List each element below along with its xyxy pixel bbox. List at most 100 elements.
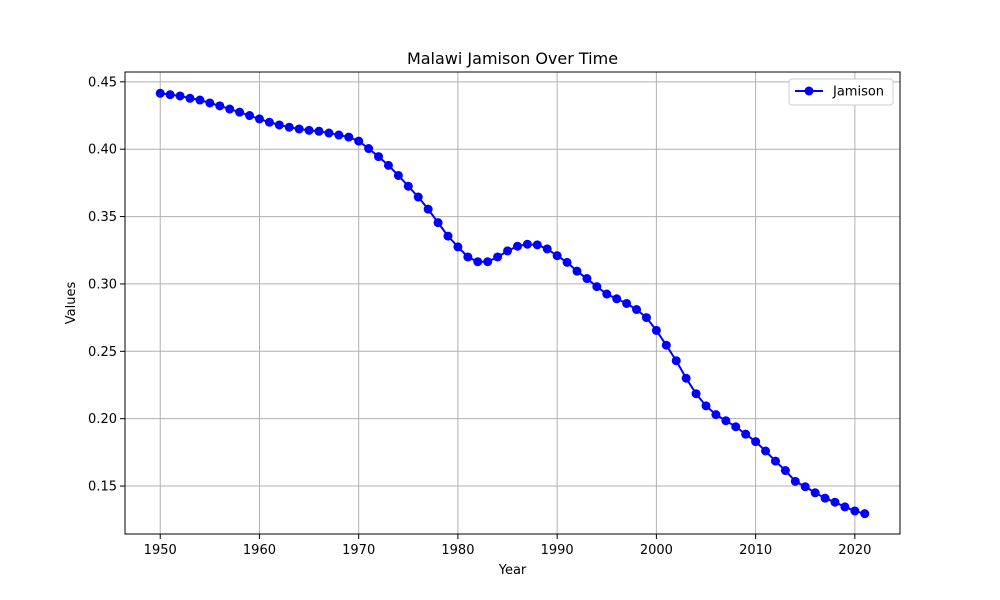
data-point-2019 [840, 502, 850, 512]
data-point-1983 [483, 257, 493, 267]
data-point-1995 [602, 289, 612, 299]
data-point-1972 [374, 152, 384, 162]
y-tick: 0.25 [88, 345, 125, 360]
data-point-1982 [473, 257, 483, 267]
chart-title: Malawi Jamison Over Time [407, 49, 618, 68]
data-point-1992 [572, 266, 582, 276]
data-point-2000 [651, 325, 661, 335]
y-tick-label: 0.35 [88, 210, 117, 225]
data-point-1964 [294, 124, 304, 134]
data-point-1981 [463, 252, 473, 262]
data-point-1955 [205, 98, 215, 108]
x-tick-label: 2020 [838, 543, 871, 558]
y-gridlines [125, 81, 900, 487]
data-point-1970 [354, 136, 364, 146]
x-tick-label: 1990 [541, 543, 574, 558]
data-point-1960 [254, 114, 264, 124]
plot-frame [124, 71, 901, 535]
x-tick: 1980 [441, 534, 474, 558]
data-point-2021 [860, 509, 870, 519]
legend-box [788, 78, 894, 106]
legend-marker-sample [804, 86, 814, 96]
data-point-1954 [195, 95, 205, 105]
data-point-2007 [721, 416, 731, 426]
y-tick-label: 0.15 [88, 480, 117, 495]
data-point-1965 [304, 125, 314, 135]
data-point-1957 [225, 104, 235, 114]
y-tick: 0.15 [88, 480, 125, 495]
data-point-1961 [264, 117, 274, 127]
data-point-1963 [284, 122, 294, 132]
data-point-1984 [493, 252, 503, 262]
data-point-1997 [622, 298, 632, 308]
data-point-2009 [741, 429, 751, 439]
legend: Jamison [788, 78, 894, 106]
data-point-1996 [612, 294, 622, 304]
x-tick-label: 2010 [739, 543, 772, 558]
data-point-1991 [562, 257, 572, 267]
data-point-1987 [522, 239, 532, 249]
data-point-1974 [393, 170, 403, 180]
y-tick: 0.20 [88, 412, 125, 427]
data-point-2001 [661, 340, 671, 350]
x-tick-label: 1950 [144, 543, 177, 558]
data-point-2011 [761, 446, 771, 456]
data-point-2020 [850, 506, 860, 516]
data-point-1978 [433, 218, 443, 228]
data-point-1959 [245, 111, 255, 121]
data-point-1968 [334, 130, 344, 140]
x-tick: 1970 [342, 534, 375, 558]
data-point-1979 [443, 231, 453, 241]
data-point-1976 [413, 192, 423, 202]
x-tick: 2020 [838, 534, 871, 558]
data-point-1953 [185, 93, 195, 103]
data-point-2006 [711, 410, 721, 420]
data-point-1958 [235, 107, 245, 117]
data-point-1988 [532, 240, 542, 250]
y-axis-label: Values [64, 282, 79, 325]
data-point-1994 [592, 282, 602, 292]
x-tick-label: 2000 [640, 543, 673, 558]
data-point-1999 [641, 313, 651, 323]
y-tick: 0.30 [88, 277, 125, 292]
data-point-1966 [314, 126, 324, 136]
x-axis-label: Year [498, 563, 527, 578]
x-tick: 1990 [541, 534, 574, 558]
x-tick-label: 1960 [243, 543, 276, 558]
data-point-2016 [810, 488, 820, 498]
data-point-1951 [165, 90, 175, 100]
y-tick: 0.35 [88, 210, 125, 225]
data-point-1952 [175, 91, 185, 101]
y-tick-label: 0.45 [88, 75, 117, 90]
data-point-1989 [542, 244, 552, 254]
x-tick: 2000 [640, 534, 673, 558]
x-tick-label: 1970 [342, 543, 375, 558]
y-tick-label: 0.20 [88, 412, 117, 427]
x-tick: 1950 [144, 534, 177, 558]
data-point-2008 [731, 422, 741, 432]
data-point-1985 [503, 246, 513, 256]
y-tick: 0.45 [88, 75, 125, 90]
data-point-1986 [512, 241, 522, 251]
data-point-1969 [344, 132, 354, 142]
y-tick-label: 0.25 [88, 345, 117, 360]
data-point-2010 [751, 437, 761, 447]
y-axis-ticks: 0.15 0.20 0.25 0.30 0.35 0.40 0.45 [88, 75, 125, 495]
data-point-2017 [820, 493, 830, 503]
y-tick-label: 0.40 [88, 143, 117, 158]
data-point-1977 [423, 204, 433, 214]
data-point-1993 [582, 274, 592, 284]
y-tick-label: 0.30 [88, 277, 117, 292]
data-point-1956 [215, 101, 225, 111]
data-point-2002 [671, 356, 681, 366]
data-point-1973 [383, 160, 393, 170]
data-point-2004 [691, 389, 701, 399]
data-point-1950 [155, 88, 165, 98]
data-point-1971 [364, 144, 374, 154]
data-point-1967 [324, 128, 334, 138]
data-point-1975 [403, 181, 413, 191]
series-layer [155, 88, 870, 519]
data-point-1980 [453, 242, 463, 252]
y-tick: 0.40 [88, 143, 125, 158]
